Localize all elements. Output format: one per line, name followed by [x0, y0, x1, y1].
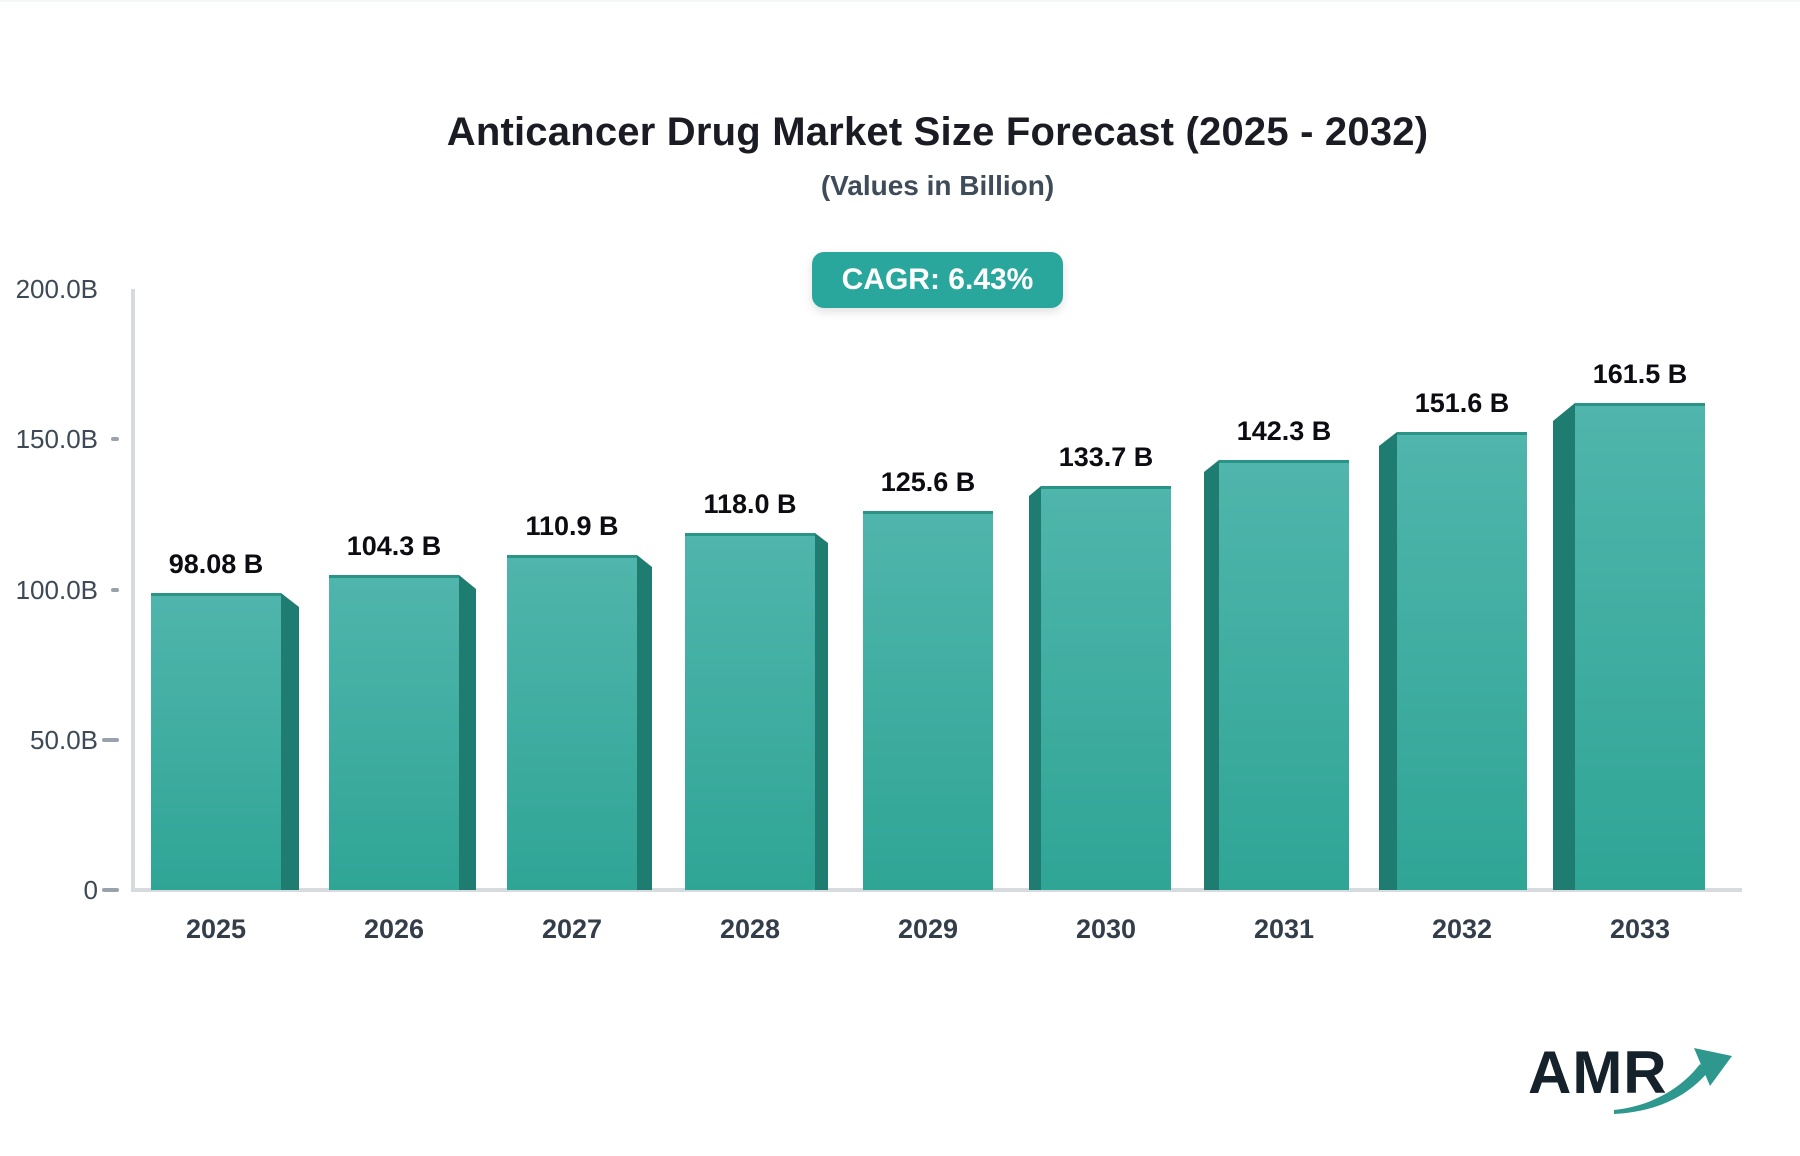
x-axis-tick-label: 2025	[185, 914, 247, 944]
bar-2028	[685, 533, 815, 890]
bar-value-label: 161.5 B	[1592, 359, 1688, 389]
bar-value-label: 110.9 B	[525, 511, 619, 541]
y-axis-tick-mark	[102, 737, 119, 742]
bar-value-label: 142.3 B	[1236, 416, 1332, 446]
chart-title: Anticancer Drug Market Size Forecast (20…	[446, 110, 1429, 154]
x-axis-tick-label: 2028	[719, 914, 781, 944]
bar-side-face	[1204, 460, 1219, 890]
y-axis-line	[131, 289, 135, 892]
bar-2029	[863, 511, 993, 890]
bar-2027	[507, 555, 637, 890]
y-axis-tick-label: 0	[83, 875, 98, 905]
growth-arrow-icon	[1614, 1048, 1732, 1114]
x-axis-tick-label: 2027	[541, 914, 603, 944]
x-axis-tick-label: 2031	[1253, 914, 1315, 944]
cagr-badge-container: CAGR: 6.43%	[133, 252, 1742, 308]
x-axis-baseline	[131, 888, 1742, 892]
bar-side-face	[459, 575, 476, 890]
bar-2032	[1397, 432, 1527, 890]
x-axis-tick-label: 2033	[1609, 914, 1671, 944]
x-axis-tick-label: 2032	[1431, 914, 1493, 944]
bar-2031	[1219, 460, 1349, 890]
cagr-badge: CAGR: 6.43%	[811, 252, 1064, 308]
chart-subtitle: (Values in Billion)	[820, 170, 1055, 201]
bar-side-face	[1553, 403, 1575, 890]
y-axis-tick-mark	[111, 437, 119, 442]
y-axis-tick-label: 150.0B	[15, 424, 98, 455]
bar-value-label: 125.6 B	[880, 467, 976, 497]
bar-value-label: 104.3 B	[346, 531, 442, 561]
bar-side-face	[637, 555, 652, 890]
bar-side-face	[281, 593, 299, 890]
y-axis-tick-mark	[111, 587, 119, 592]
y-axis-tick-label: 200.0B	[15, 274, 98, 304]
bar-value-label: 98.08 B	[168, 549, 264, 579]
bar-value-label: 133.7 B	[1058, 442, 1154, 472]
bar-side-face	[1029, 486, 1041, 890]
amr-logo-text: AMR	[1528, 1039, 1668, 1106]
bar-2030	[1041, 486, 1171, 890]
amr-logo: AMR	[1528, 1038, 1738, 1128]
bar-2025	[151, 593, 281, 890]
y-axis-tick-mark	[102, 888, 119, 892]
x-axis-tick-label: 2029	[897, 914, 959, 944]
y-axis-tick-label: 100.0B	[15, 574, 98, 605]
bar-2026	[329, 575, 459, 890]
x-axis-tick-label: 2030	[1075, 914, 1137, 944]
x-axis-tick-label: 2026	[363, 914, 425, 944]
y-axis-tick-label: 50.0B	[30, 724, 98, 755]
bar-side-face	[815, 533, 828, 890]
bar-2033	[1575, 403, 1705, 890]
bar-value-label: 118.0 B	[703, 489, 797, 519]
bar-side-face	[1379, 432, 1397, 890]
bar-value-label: 151.6 B	[1414, 388, 1510, 418]
